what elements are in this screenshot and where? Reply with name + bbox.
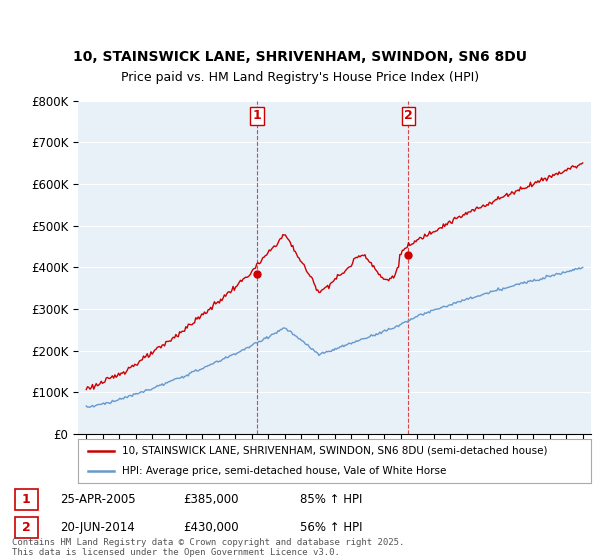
FancyBboxPatch shape — [15, 517, 38, 539]
Text: 10, STAINSWICK LANE, SHRIVENHAM, SWINDON, SN6 8DU: 10, STAINSWICK LANE, SHRIVENHAM, SWINDON… — [73, 50, 527, 64]
Text: 85% ↑ HPI: 85% ↑ HPI — [300, 493, 362, 506]
FancyBboxPatch shape — [15, 489, 38, 510]
Text: Contains HM Land Registry data © Crown copyright and database right 2025.
This d: Contains HM Land Registry data © Crown c… — [12, 538, 404, 557]
Text: HPI: Average price, semi-detached house, Vale of White Horse: HPI: Average price, semi-detached house,… — [122, 466, 446, 476]
Text: 10, STAINSWICK LANE, SHRIVENHAM, SWINDON, SN6 8DU (semi-detached house): 10, STAINSWICK LANE, SHRIVENHAM, SWINDON… — [122, 446, 547, 456]
Text: Price paid vs. HM Land Registry's House Price Index (HPI): Price paid vs. HM Land Registry's House … — [121, 71, 479, 84]
Text: £430,000: £430,000 — [183, 521, 239, 534]
Text: 20-JUN-2014: 20-JUN-2014 — [60, 521, 135, 534]
Text: 56% ↑ HPI: 56% ↑ HPI — [300, 521, 362, 534]
Text: 25-APR-2005: 25-APR-2005 — [60, 493, 136, 506]
Text: 1: 1 — [22, 493, 31, 506]
Text: 1: 1 — [253, 109, 262, 122]
Text: 2: 2 — [22, 521, 31, 534]
Text: 2: 2 — [404, 109, 413, 122]
Text: £385,000: £385,000 — [183, 493, 239, 506]
